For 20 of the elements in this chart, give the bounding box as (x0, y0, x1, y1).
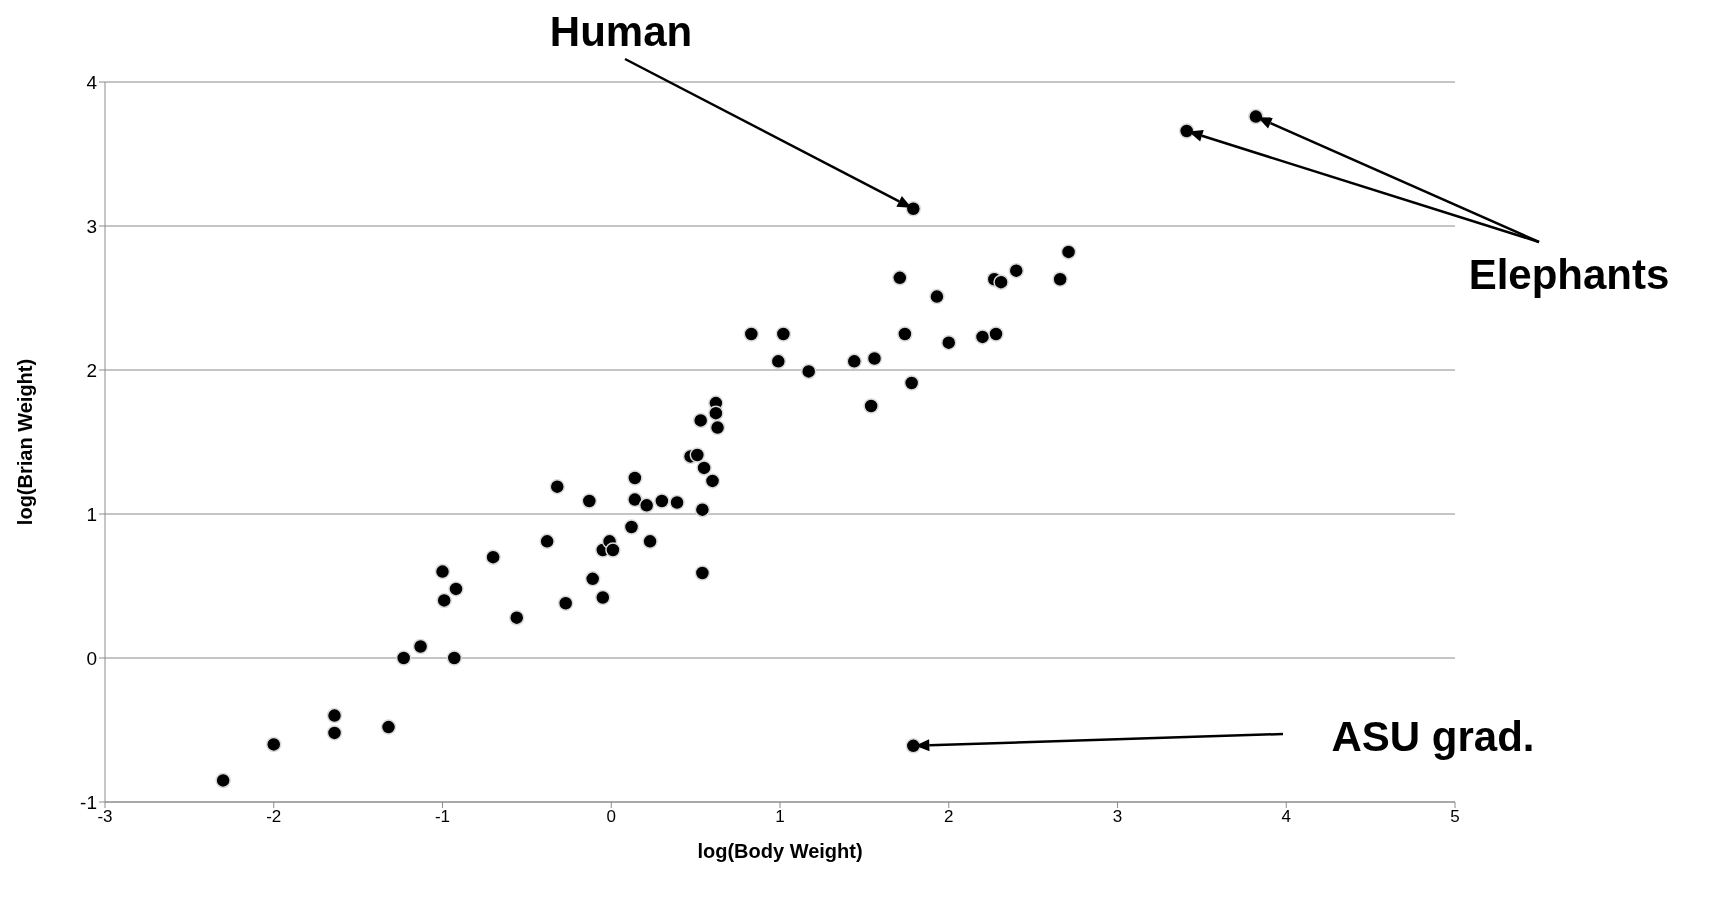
x-tick-label: 1 (775, 807, 785, 827)
x-tick-label: -1 (434, 807, 451, 827)
text: Human (549, 7, 693, 55)
y-axis-title: log(Brian Weight) (14, 358, 37, 526)
y-tick-label: -1 (80, 791, 97, 813)
x-tick-label: 0 (606, 807, 616, 827)
y-tick-label: 3 (86, 215, 97, 237)
text: Elephants (1468, 250, 1670, 298)
x-tick-label: 5 (1450, 807, 1460, 827)
annotation: ASU grad. (1331, 712, 1535, 760)
x-tick-label: -3 (97, 807, 113, 827)
y-tick-label: 4 (86, 71, 98, 93)
y-tick-label: 2 (86, 359, 97, 381)
x-tick-label: 2 (944, 807, 954, 827)
x-tick-label: 4 (1281, 807, 1291, 827)
y-tick-label: 0 (86, 647, 97, 669)
x-tick-label: 3 (1112, 807, 1123, 827)
x-tick-label: -2 (266, 807, 282, 827)
y-tick-label: 1 (86, 503, 97, 525)
x-axis-title: log(Body Weight) (697, 840, 863, 862)
